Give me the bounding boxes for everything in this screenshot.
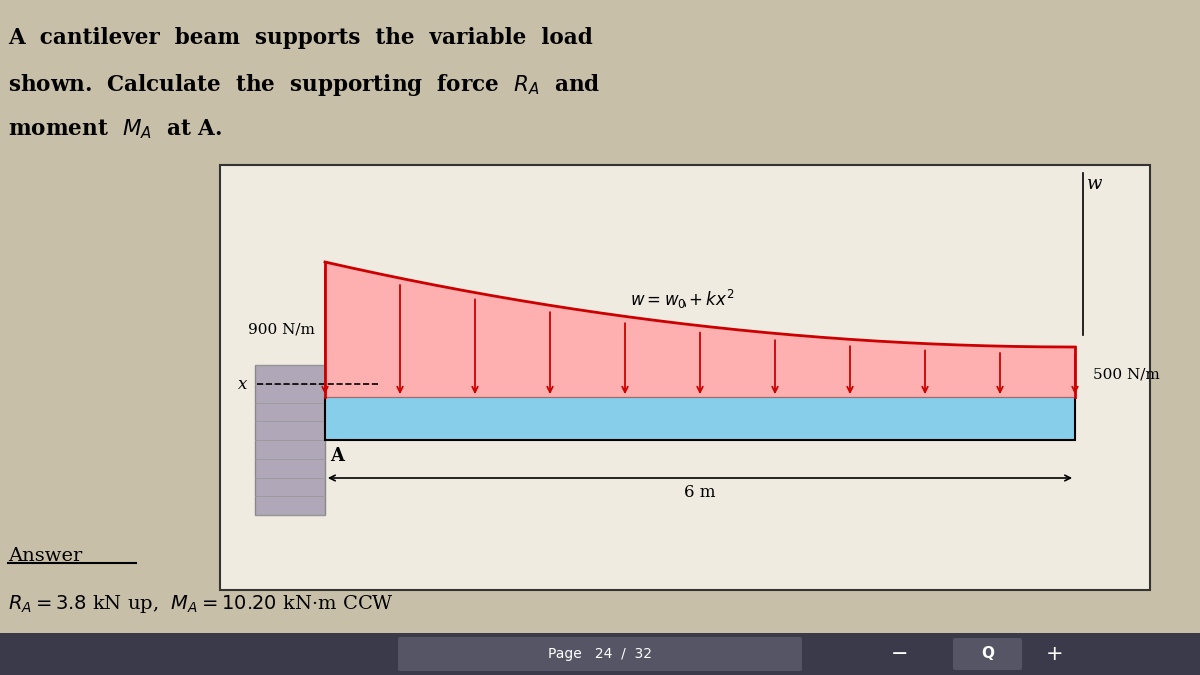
Text: $w = w_0 + kx^2$: $w = w_0 + kx^2$ bbox=[630, 288, 734, 311]
Text: A  cantilever  beam  supports  the  variable  load: A cantilever beam supports the variable … bbox=[8, 27, 593, 49]
Text: $R_A = 3.8$ kN up,  $M_A = 10.20$ kN·m CCW: $R_A = 3.8$ kN up, $M_A = 10.20$ kN·m CC… bbox=[8, 593, 394, 615]
Text: Answer: Answer bbox=[8, 547, 83, 565]
Polygon shape bbox=[325, 262, 1075, 397]
Text: 900 N/m: 900 N/m bbox=[248, 323, 314, 337]
Bar bbox=[220, 165, 1150, 590]
FancyBboxPatch shape bbox=[953, 638, 1022, 670]
Bar bbox=[0, 633, 1200, 675]
Text: w: w bbox=[1087, 175, 1103, 193]
Text: x: x bbox=[238, 375, 247, 392]
Text: 500 N/m: 500 N/m bbox=[1093, 367, 1159, 381]
Text: 6 m: 6 m bbox=[684, 484, 715, 501]
Bar bbox=[254, 365, 325, 515]
Text: A: A bbox=[330, 447, 344, 465]
Text: Q: Q bbox=[982, 647, 995, 662]
FancyBboxPatch shape bbox=[398, 637, 802, 671]
Bar bbox=[325, 397, 1075, 440]
Text: +: + bbox=[1046, 644, 1064, 664]
Text: shown.  Calculate  the  supporting  force  $R_A$  and: shown. Calculate the supporting force $R… bbox=[8, 72, 600, 98]
Text: Page   24  /  32: Page 24 / 32 bbox=[548, 647, 652, 661]
Text: moment  $M_A$  at A.: moment $M_A$ at A. bbox=[8, 117, 222, 140]
Text: −: − bbox=[892, 644, 908, 664]
